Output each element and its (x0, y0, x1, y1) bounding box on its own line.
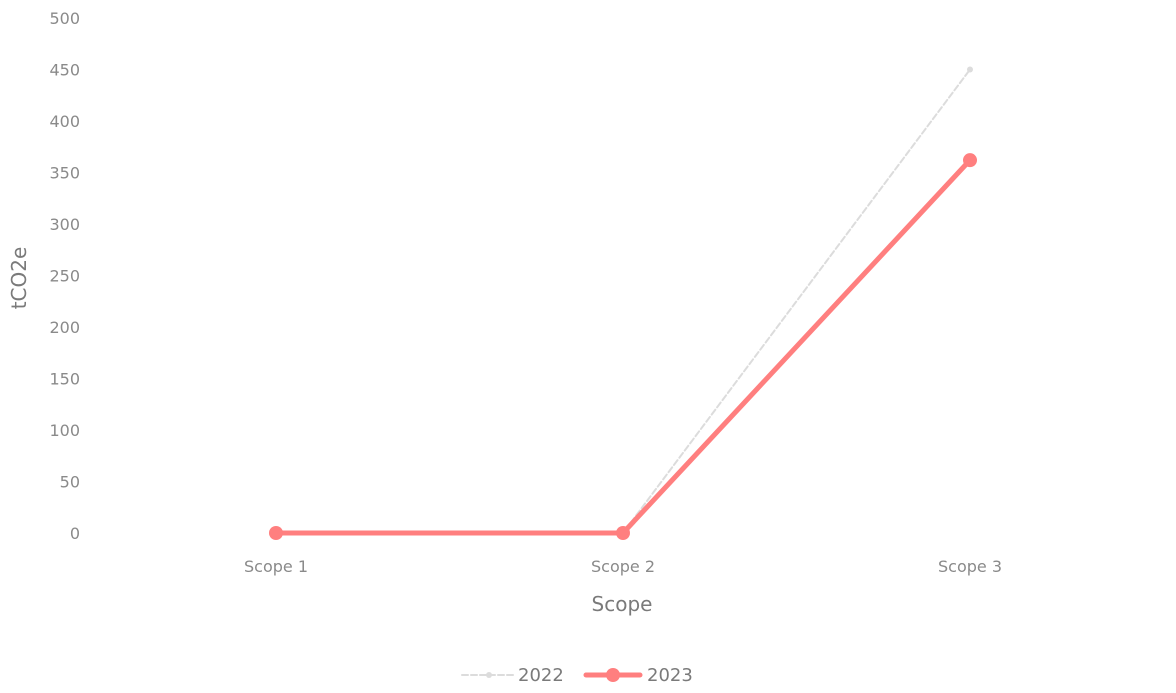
y-tick-label: 500 (49, 9, 80, 28)
y-tick-label: 250 (49, 267, 80, 286)
x-axis-title: Scope (592, 592, 653, 616)
series-layer (269, 66, 977, 540)
series-line-2023 (273, 157, 973, 536)
y-tick-label: 350 (49, 164, 80, 183)
legend-marker-2023 (606, 668, 620, 682)
data-point-2022-scope-3[interactable] (967, 66, 973, 73)
data-point-2023-scope-1[interactable] (269, 526, 283, 540)
series-2022 (273, 66, 973, 536)
y-tick-label: 400 (49, 112, 80, 131)
data-point-2023-scope-3[interactable] (963, 153, 977, 168)
series-line-2022 (275, 68, 971, 534)
series-2023 (269, 153, 977, 540)
x-tick-label: Scope 2 (591, 557, 655, 576)
x-tick-label: Scope 1 (244, 557, 308, 576)
y-tick-label: 300 (49, 215, 80, 234)
y-tick-label: 0 (70, 524, 80, 543)
x-axis-ticks: Scope 1 Scope 2 Scope 3 (244, 557, 1002, 576)
y-tick-label: 150 (49, 370, 80, 389)
legend-label: 2022 (518, 665, 564, 686)
x-tick-label: Scope 3 (938, 557, 1002, 576)
y-tick-label: 200 (49, 318, 80, 337)
legend-marker-2022 (486, 672, 492, 678)
data-point-2023-scope-2[interactable] (616, 526, 630, 540)
y-tick-label: 450 (49, 61, 80, 80)
legend-label: 2023 (647, 665, 693, 686)
legend[interactable]: 2022 2023 (461, 665, 693, 686)
y-axis-ticks: 0 50 100 150 200 250 300 350 400 450 500 (49, 9, 80, 543)
y-tick-label: 100 (49, 421, 80, 440)
y-tick-label: 50 (60, 473, 80, 492)
legend-item-2022[interactable]: 2022 (461, 665, 564, 686)
legend-item-2023[interactable]: 2023 (583, 665, 693, 686)
y-axis-title: tCO2e (7, 247, 31, 310)
